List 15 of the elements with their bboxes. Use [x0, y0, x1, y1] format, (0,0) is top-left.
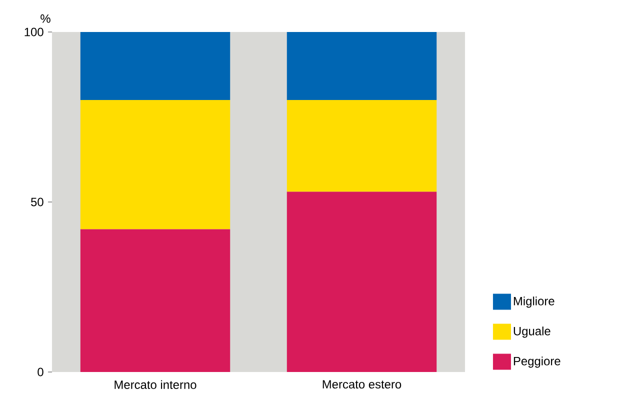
y-tick-label: 0 — [38, 368, 44, 376]
y-tick-label: 100 — [24, 28, 44, 36]
y-tick-label: 50 — [31, 198, 44, 206]
bar — [80, 229, 230, 372]
bar — [286, 192, 437, 372]
y-axis-title: % — [40, 14, 50, 23]
bar — [80, 32, 230, 100]
legend-label: Migliore — [514, 296, 554, 308]
x-tick-label: Mercato interno — [114, 380, 196, 389]
legend-label: Peggiore — [514, 356, 560, 368]
bar — [80, 100, 230, 230]
bar — [286, 32, 437, 100]
x-tick-label: Mercato estero — [322, 380, 402, 389]
bar — [286, 100, 437, 192]
legend-label: Uguale — [514, 326, 550, 338]
